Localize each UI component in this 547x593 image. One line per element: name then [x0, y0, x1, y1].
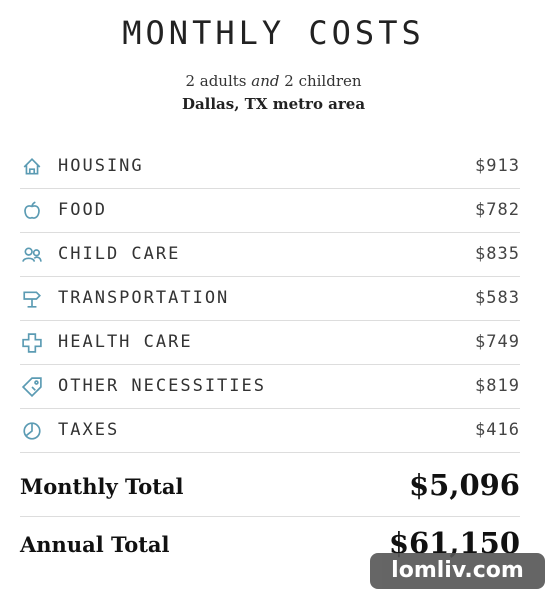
cost-label: CHILD CARE: [58, 244, 181, 264]
icon: [24, 201, 40, 219]
cost-amount: $416: [475, 420, 520, 440]
icon: [22, 377, 42, 397]
cost-label: FOOD: [58, 200, 107, 220]
subtitle-text: 2 children: [284, 72, 362, 90]
icon: [22, 247, 42, 262]
subtitle-emphasis: and: [251, 72, 280, 90]
cost-row: OTHER NECESSITIES $819: [20, 365, 520, 409]
monthly-total: Monthly Total $5,096: [20, 458, 520, 517]
cost-row: TAXES $416: [20, 409, 520, 453]
cost-row: HEALTH CARE $749: [20, 321, 520, 365]
total-label: Monthly Total: [20, 474, 184, 499]
cost-row: TRANSPORTATION $583: [20, 277, 520, 321]
subtitle: 2 adults and 2 children: [0, 72, 547, 90]
cost-label: TAXES: [58, 420, 120, 440]
watermark: lomliv.com: [370, 553, 545, 589]
total-amount: $5,096: [409, 468, 520, 502]
cost-amount: $835: [475, 244, 520, 264]
location: Dallas, TX metro area: [181, 95, 366, 113]
cost-row: HOUSING $913: [20, 145, 520, 189]
cost-amount: $583: [475, 288, 520, 308]
cost-list: HOUSING $913 FOOD $782 CHILD CARE $835 TRANSPO…: [20, 145, 520, 453]
cost-label: HEALTH CARE: [58, 332, 193, 352]
cost-label: TRANSPORTATION: [58, 288, 230, 308]
subtitle-text: 2 adults: [185, 72, 247, 90]
cost-row: CHILD CARE $835: [20, 233, 520, 277]
cost-amount: $819: [475, 376, 520, 396]
cost-amount: $913: [475, 156, 520, 176]
cost-amount: $749: [475, 332, 520, 352]
cost-label: OTHER NECESSITIES: [58, 376, 266, 396]
cost-row: FOOD $782: [20, 189, 520, 233]
icon: [23, 158, 41, 175]
icon: [22, 333, 42, 353]
watermark-text: lomliv.com: [391, 558, 524, 583]
cost-amount: $782: [475, 200, 520, 220]
title: MONTHLY COSTS: [122, 14, 425, 52]
cost-label: HOUSING: [58, 156, 144, 176]
icon: [23, 422, 41, 440]
total-label: Annual Total: [20, 532, 170, 557]
icon: [23, 291, 41, 308]
